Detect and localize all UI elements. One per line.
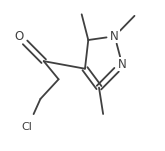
Text: N: N <box>110 30 119 43</box>
Text: N: N <box>118 58 127 71</box>
Text: O: O <box>14 30 24 43</box>
Text: Cl: Cl <box>22 122 33 132</box>
